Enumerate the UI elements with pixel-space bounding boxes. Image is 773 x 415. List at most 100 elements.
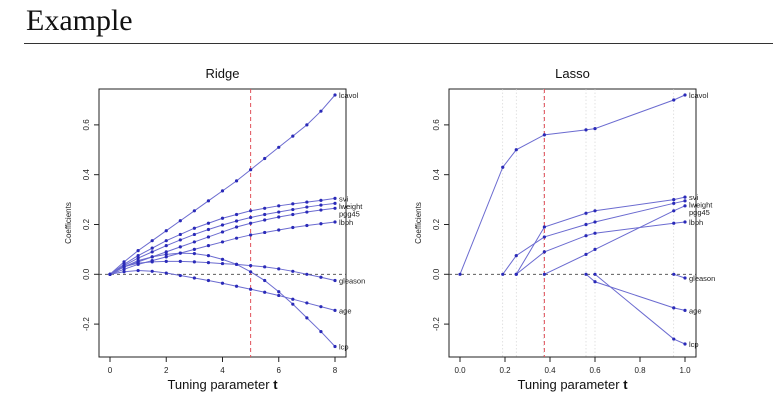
data-point-lweight <box>672 201 676 205</box>
data-point-svi <box>150 246 154 250</box>
data-point-svi <box>305 200 309 204</box>
data-point-age <box>249 287 253 291</box>
data-point-pgg45 <box>319 208 323 212</box>
data-point-gleason <box>277 267 281 271</box>
data-point-age <box>234 284 239 288</box>
data-point-lcp <box>593 272 597 276</box>
data-point-lweight <box>263 212 267 217</box>
y-tick-label: 0.0 <box>82 268 91 280</box>
chart-title: Lasso <box>555 66 590 81</box>
series-label: lbph <box>689 218 703 227</box>
data-point-svi <box>277 204 281 208</box>
data-point-lbph <box>514 272 518 276</box>
x-tick-label: 0.8 <box>634 366 646 375</box>
data-point-lcavol <box>458 272 462 276</box>
data-point-lcavol <box>206 199 211 203</box>
x-tick-label: 1.0 <box>679 366 691 375</box>
series-line-svi <box>515 196 686 275</box>
data-point-lcp <box>220 257 225 261</box>
data-point-lweight <box>683 199 687 203</box>
data-point-pgg45 <box>305 210 309 214</box>
data-point-gleason <box>164 259 168 263</box>
x-tick-label: 0.4 <box>544 366 556 375</box>
x-tick-label: 0.6 <box>589 366 601 375</box>
data-point-lweight <box>319 203 323 207</box>
y-axis-label: Coefficients <box>64 202 73 244</box>
y-axis-label: Coefficients <box>414 202 423 244</box>
data-point-gleason <box>291 269 295 273</box>
data-point-pgg45 <box>542 272 546 276</box>
data-point-lcavol <box>192 209 196 213</box>
data-point-lcavol <box>234 179 239 183</box>
x-tick-label: 0 <box>108 366 113 375</box>
y-tick-label: 0.6 <box>82 119 91 131</box>
data-point-age <box>683 308 687 313</box>
data-point-lbph <box>305 223 309 228</box>
data-point-age <box>220 281 225 285</box>
series-line-pgg45 <box>544 205 686 275</box>
data-point-pgg45 <box>164 250 168 254</box>
data-point-lbph <box>672 221 676 225</box>
series-line-lcp <box>594 273 686 345</box>
data-point-lcp <box>234 262 239 266</box>
data-point-pgg45 <box>683 204 687 208</box>
data-point-age <box>333 308 337 313</box>
data-point-lcp <box>206 254 211 258</box>
data-point-lweight <box>234 219 239 223</box>
series-label: age <box>689 306 702 315</box>
data-point-lcavol <box>683 93 687 97</box>
data-point-lcavol <box>249 168 253 172</box>
data-point-lcp <box>122 265 126 269</box>
data-point-gleason <box>220 261 225 266</box>
data-point-lcp <box>277 290 281 294</box>
series-label: lcp <box>689 340 699 349</box>
data-point-age <box>192 276 196 280</box>
data-point-age <box>305 301 309 305</box>
data-point-age <box>277 293 281 298</box>
data-point-lweight <box>249 215 253 220</box>
data-point-lcp <box>150 255 154 259</box>
series-label: svi <box>689 193 699 202</box>
data-point-lweight <box>136 256 140 260</box>
plot-frame <box>448 88 697 358</box>
title-divider <box>24 43 773 45</box>
data-point-lcavol <box>593 127 597 131</box>
data-point-lbph <box>263 230 267 235</box>
data-point-pgg45 <box>333 206 337 210</box>
data-point-svi <box>263 206 267 210</box>
data-point-age <box>136 268 140 273</box>
data-point-pgg45 <box>192 240 196 244</box>
data-point-svi <box>683 195 687 199</box>
data-point-lweight <box>178 238 182 242</box>
data-point-age <box>584 272 588 276</box>
data-point-lbph <box>277 228 281 232</box>
x-axis-variable: t <box>273 377 278 392</box>
data-point-lcavol <box>333 93 337 97</box>
series-line-lcavol <box>109 94 336 275</box>
data-point-lcavol <box>305 123 309 127</box>
data-point-pgg45 <box>277 215 281 219</box>
data-point-lcp <box>333 344 337 349</box>
series-label: lweight <box>339 202 363 211</box>
data-point-lcp <box>291 302 295 306</box>
series-label: lcavol <box>339 91 359 100</box>
data-point-lcp <box>683 342 687 346</box>
data-point-lbph <box>192 247 196 251</box>
data-point-lcavol <box>263 156 267 161</box>
data-point-svi <box>164 239 168 243</box>
data-point-lweight <box>192 232 196 237</box>
data-point-svi <box>672 197 676 202</box>
data-point-lcavol <box>291 134 295 138</box>
data-point-gleason <box>263 265 267 269</box>
series-label: lweight <box>689 201 713 210</box>
data-point-gleason <box>136 261 140 265</box>
data-point-svi <box>220 216 225 220</box>
data-point-age <box>593 280 597 284</box>
data-point-svi <box>333 196 337 200</box>
data-point-lcavol <box>164 229 168 233</box>
data-point-lcavol <box>501 165 505 169</box>
data-point-lcavol <box>150 239 154 243</box>
data-point-gleason <box>150 260 154 264</box>
data-point-lcavol <box>178 219 182 223</box>
data-point-svi <box>249 209 253 213</box>
